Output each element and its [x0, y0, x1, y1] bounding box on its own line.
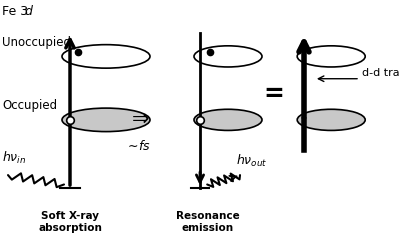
- Text: $\sim\!fs$: $\sim\!fs$: [125, 139, 151, 153]
- Text: $\Rightarrow$: $\Rightarrow$: [127, 107, 149, 128]
- Text: =: =: [264, 82, 284, 106]
- Text: Resonance
emission: Resonance emission: [176, 211, 240, 233]
- Text: $h\nu_{in}$: $h\nu_{in}$: [2, 149, 26, 165]
- Ellipse shape: [297, 109, 365, 130]
- Text: Fe 3: Fe 3: [2, 5, 28, 18]
- Ellipse shape: [194, 109, 262, 130]
- Text: Occupied: Occupied: [2, 99, 57, 112]
- Text: d: d: [25, 5, 33, 18]
- Text: Unoccupied: Unoccupied: [2, 36, 71, 49]
- Text: $h\nu_{out}$: $h\nu_{out}$: [236, 153, 268, 169]
- Text: d-d transition: d-d transition: [362, 67, 400, 78]
- Ellipse shape: [62, 108, 150, 132]
- Text: Soft X-ray
absorption: Soft X-ray absorption: [38, 211, 102, 233]
